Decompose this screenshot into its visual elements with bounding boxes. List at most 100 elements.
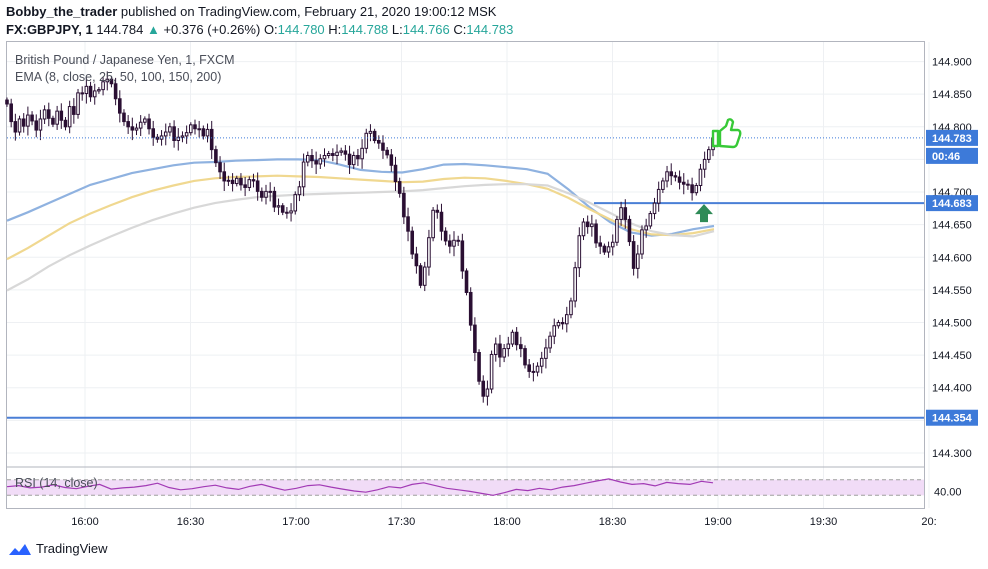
candle-body bbox=[498, 343, 502, 358]
candle-body bbox=[473, 324, 477, 353]
candle-body bbox=[34, 120, 39, 131]
ema-legend: EMA (8, close, 25, 50, 100, 150, 200) bbox=[15, 70, 222, 84]
candle-body bbox=[322, 155, 327, 160]
candle-body bbox=[644, 225, 648, 231]
candle-body bbox=[519, 344, 523, 350]
candle-body bbox=[510, 331, 515, 345]
candle-body bbox=[314, 160, 318, 165]
resistance-price-label: 144.683 bbox=[932, 198, 972, 210]
candle-body bbox=[602, 245, 607, 253]
candle-body bbox=[514, 331, 519, 346]
candle-body bbox=[67, 106, 72, 128]
candle-body bbox=[297, 186, 302, 196]
candle-body bbox=[201, 128, 206, 137]
candle-body bbox=[385, 149, 389, 156]
candle-body bbox=[356, 155, 360, 160]
rsi-band bbox=[7, 479, 924, 496]
y-tick-label: 144.900 bbox=[932, 57, 972, 69]
ema-line bbox=[6, 183, 715, 292]
candle-body bbox=[117, 98, 122, 114]
candle-body bbox=[577, 235, 582, 269]
candle-body bbox=[598, 242, 603, 247]
candle-body bbox=[506, 343, 511, 350]
candle-body bbox=[502, 348, 506, 358]
x-tick-label: 19:30 bbox=[810, 516, 838, 528]
candle-body bbox=[381, 142, 385, 151]
candle-body bbox=[665, 171, 669, 182]
candle-body bbox=[686, 183, 690, 186]
author-name[interactable]: Bobby_the_trader bbox=[6, 4, 118, 19]
candle-body bbox=[163, 131, 168, 137]
candle-body bbox=[652, 202, 657, 215]
candle-body bbox=[448, 240, 452, 247]
candle-body bbox=[698, 168, 703, 187]
candle-body bbox=[335, 151, 339, 157]
candle-body bbox=[372, 130, 377, 141]
candle-body bbox=[226, 179, 231, 182]
candle-body bbox=[310, 155, 314, 162]
candle-body bbox=[456, 239, 460, 242]
ema-line bbox=[6, 174, 715, 261]
candle-body bbox=[443, 230, 448, 242]
symbol-label: FX:GBPJPY, 1 bbox=[6, 22, 93, 37]
candle-body bbox=[285, 211, 289, 214]
close-value: 144.783 bbox=[466, 22, 514, 37]
candle-body bbox=[364, 132, 369, 149]
candle-body bbox=[218, 162, 222, 173]
candle-body bbox=[205, 128, 210, 137]
candle-body bbox=[293, 194, 298, 212]
candle-body bbox=[397, 181, 402, 194]
tradingview-logo-icon bbox=[9, 543, 31, 555]
candle-body bbox=[113, 83, 118, 100]
candle-body bbox=[318, 158, 323, 165]
candle-body bbox=[138, 121, 143, 129]
candle-body bbox=[681, 181, 686, 185]
candle-body bbox=[627, 218, 632, 243]
candle-body bbox=[38, 118, 43, 131]
candle-body bbox=[531, 370, 536, 373]
x-tick-label: 17:00 bbox=[282, 516, 310, 528]
candle-body bbox=[184, 132, 189, 137]
candle-body bbox=[80, 92, 84, 95]
y-tick-label: 144.650 bbox=[932, 220, 972, 232]
candle-body bbox=[619, 207, 623, 220]
support-price-label: 144.354 bbox=[932, 413, 973, 425]
candle-body bbox=[214, 149, 218, 164]
current-price-label: 144.783 bbox=[932, 133, 972, 145]
price-change: +0.376 (+0.26%) bbox=[163, 22, 261, 37]
up-arrow-icon bbox=[695, 204, 713, 223]
candle-body bbox=[230, 179, 235, 185]
candle-body bbox=[239, 177, 243, 186]
candle-body bbox=[527, 364, 531, 372]
candle-body bbox=[351, 155, 356, 166]
candle-body bbox=[669, 171, 674, 177]
y-tick-label: 144.300 bbox=[932, 448, 972, 460]
y-tick-label: 144.600 bbox=[932, 252, 972, 264]
candle-body bbox=[468, 291, 473, 326]
candle-body bbox=[17, 118, 22, 133]
candle-body bbox=[485, 388, 490, 397]
candle-body bbox=[143, 118, 147, 123]
x-tick-label: 18:00 bbox=[493, 516, 521, 528]
candle-body bbox=[76, 92, 80, 115]
candle-body bbox=[72, 106, 76, 115]
candle-body bbox=[51, 117, 55, 125]
candle-body bbox=[26, 114, 30, 127]
candle-body bbox=[406, 216, 410, 232]
candle-body bbox=[418, 265, 423, 286]
candle-body bbox=[268, 190, 272, 193]
candle-body bbox=[151, 128, 156, 138]
candle-body bbox=[21, 118, 26, 127]
tradingview-brand[interactable]: TradingView bbox=[8, 541, 108, 556]
candle-body bbox=[435, 209, 440, 213]
candle-body bbox=[422, 266, 427, 286]
candle-body bbox=[548, 335, 552, 349]
candle-body bbox=[656, 188, 661, 204]
rsi-tick-label: 40.00 bbox=[934, 486, 962, 498]
candle-body bbox=[88, 85, 93, 98]
candle-body bbox=[255, 180, 260, 192]
x-tick-label: 17:30 bbox=[388, 516, 416, 528]
candle-body bbox=[301, 161, 306, 188]
candle-body bbox=[122, 112, 126, 123]
